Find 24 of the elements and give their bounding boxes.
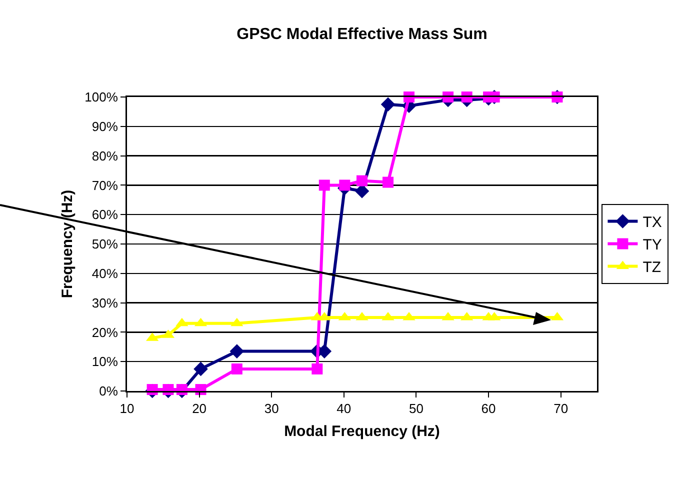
y-axis-title: Frequency (Hz)	[59, 190, 76, 298]
x-tick-label: 20	[192, 401, 207, 416]
x-axis-title: Modal Frequency (Hz)	[284, 422, 440, 440]
x-tick-label: 10	[120, 401, 134, 416]
legend-label: TZ	[642, 259, 662, 276]
x-tick-label: 70	[554, 401, 568, 416]
x-tick-label: 40	[336, 401, 352, 416]
y-tick-label: 30%	[92, 295, 118, 310]
x-tick-label: 50	[408, 401, 424, 416]
y-tick-label: 10%	[92, 354, 118, 370]
y-tick-label: 40%	[92, 266, 118, 281]
y-tick-label: 20%	[92, 324, 118, 340]
legend-label: TY	[642, 236, 662, 254]
x-tick-label: 30	[264, 401, 279, 416]
y-tick-label: 90%	[92, 118, 118, 134]
y-tick-label: 0%	[99, 384, 118, 399]
y-tick-label: 70%	[92, 178, 118, 193]
legend-label: TX	[642, 214, 662, 232]
y-tick-label: 50%	[92, 236, 118, 252]
chart-title: GPSC Modal Effective Mass Sum	[236, 26, 488, 43]
y-tick-label: 60%	[92, 207, 118, 222]
y-tick-label: 100%	[84, 90, 118, 105]
y-tick-label: 80%	[92, 148, 118, 164]
x-tick-label: 60	[481, 401, 496, 416]
